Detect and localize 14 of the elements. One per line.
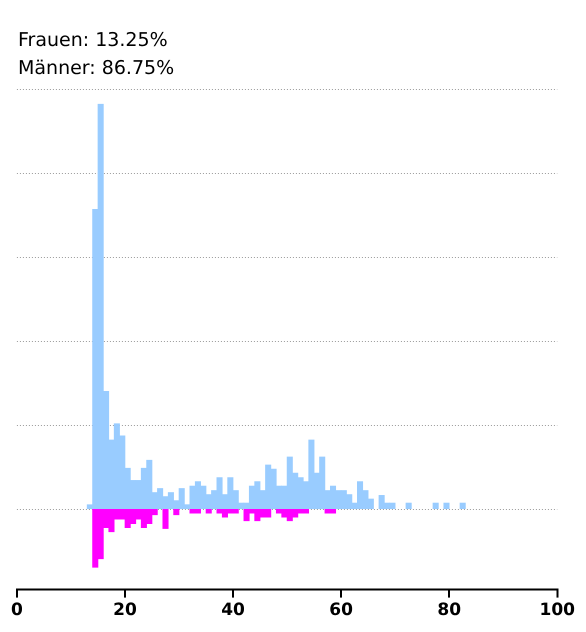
bar	[432, 502, 439, 510]
bar	[406, 502, 412, 510]
x-tick-label: 100	[540, 600, 576, 620]
x-tick-label: 80	[437, 600, 462, 620]
x-tick-label: 20	[113, 600, 137, 620]
text: Frauen: 13.25%	[18, 28, 169, 53]
bar	[206, 508, 212, 514]
text: Männer: 86.75%	[18, 56, 174, 81]
x-tick-label: 40	[221, 600, 246, 620]
bar	[460, 502, 466, 510]
x-tick-label: 60	[329, 600, 354, 620]
bar	[443, 502, 450, 510]
x-tick-label: 0	[10, 600, 23, 620]
bar	[162, 508, 169, 529]
